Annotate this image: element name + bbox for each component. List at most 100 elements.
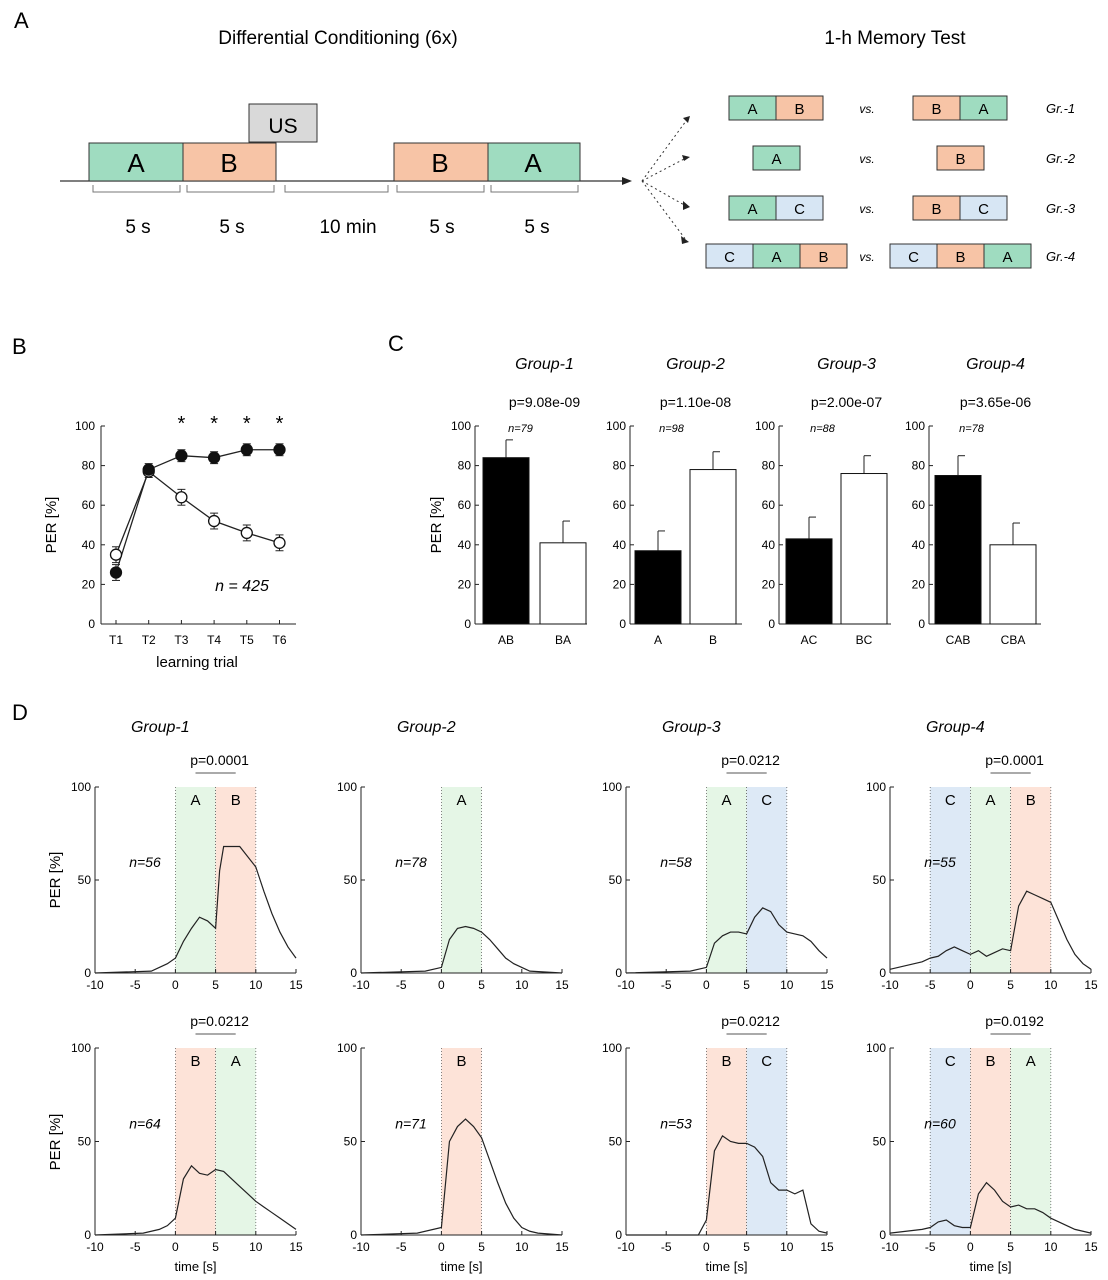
y-tick-label: 0 (615, 1228, 622, 1242)
x-tick-label: 5 (478, 1240, 485, 1254)
y-tick-label: 40 (458, 538, 472, 552)
group-title: Group-4 (926, 719, 985, 736)
group-title: Group-2 (666, 356, 725, 373)
n-value: n=64 (129, 1115, 161, 1131)
p-value: p=0.0212 (721, 1013, 780, 1029)
y-tick-label: 20 (762, 577, 776, 591)
y-tick-label: 100 (755, 419, 775, 433)
x-tick-label: -5 (661, 978, 672, 992)
y-tick-label: 0 (918, 617, 925, 631)
y-tick-label: 0 (879, 966, 886, 980)
test-stimulus-label: A (747, 201, 757, 218)
p-value: p=0.0212 (190, 1013, 249, 1029)
stimulus-window (1010, 1048, 1051, 1235)
n-value: n=53 (660, 1115, 692, 1131)
y-tick-label: 0 (350, 1228, 357, 1242)
x-tick-label: -5 (396, 978, 407, 992)
bar (785, 538, 833, 625)
y-tick-label: 20 (912, 577, 926, 591)
x-tick-label: CBA (1001, 633, 1026, 647)
panel-b-ylabel: PER [%] (43, 497, 60, 554)
series-line (115, 470, 280, 555)
y-tick-label: 50 (78, 873, 92, 887)
duration-label: 5 s (524, 217, 549, 238)
x-tick-label: 10 (249, 978, 263, 992)
x-tick-label: 5 (1007, 1240, 1014, 1254)
n-value: n=78 (395, 854, 427, 870)
y-tick-label: 80 (912, 459, 926, 473)
n-value: n=78 (959, 423, 985, 435)
test-stimulus-label: C (978, 201, 989, 218)
series-line (115, 449, 280, 573)
x-tick-label: -10 (881, 978, 899, 992)
bar (539, 542, 587, 625)
timeline-arrowhead (622, 177, 632, 185)
open-point (240, 526, 253, 540)
group-title: Group-2 (397, 719, 456, 736)
window-label: A (721, 792, 731, 809)
window-label: B (985, 1053, 995, 1070)
duration-label: 5 s (125, 217, 150, 238)
bar (482, 457, 530, 625)
x-tick-label: -10 (881, 1240, 899, 1254)
test-stimulus-label: C (908, 249, 919, 266)
n-value: n=79 (508, 423, 533, 435)
x-tick-label: -5 (396, 1240, 407, 1254)
duration-bracket (284, 185, 389, 193)
time-trace-subplot: B 0 50 100 -10 -5 0 5 10 15 n=71 time [s] (337, 1041, 569, 1274)
panel-letter-d: D (12, 700, 28, 725)
significance-star: * (243, 413, 251, 435)
x-tick-label: 15 (555, 1240, 569, 1254)
panel-b-xlabel: learning trial (156, 654, 238, 671)
bar (689, 469, 737, 625)
test-stimulus-label: A (771, 151, 781, 168)
panel-c: C PER [%] 0 20 40 60 80 100 Group-1 p=9.08e-09 n… (388, 331, 1041, 647)
stimulus-box (88, 142, 184, 182)
y-tick-label: 40 (613, 538, 627, 552)
y-tick-label: 100 (337, 780, 357, 794)
vs-label: vs. (859, 202, 874, 216)
x-tick-label: 0 (438, 978, 445, 992)
x-axis-label: time [s] (970, 1259, 1012, 1274)
x-tick-label: -5 (661, 1240, 672, 1254)
n-value: n=55 (924, 854, 956, 870)
test-stimulus-box (775, 95, 824, 121)
x-tick-label: AB (498, 633, 514, 647)
y-tick-label: 0 (879, 1228, 886, 1242)
time-trace-subplot: B A 0 50 100 -10 -5 0 5 10 15 n=64 p=0.0212 time [s] (71, 1013, 303, 1274)
x-tick-label: 0 (703, 1240, 710, 1254)
x-tick-label: -5 (130, 978, 141, 992)
y-tick-label: 100 (866, 780, 886, 794)
window-label: B (721, 1053, 731, 1070)
y-tick-label: 60 (762, 498, 776, 512)
panel-d-ylabel-top: PER [%] (47, 852, 64, 909)
test-stimulus-box (752, 243, 801, 269)
x-tick-label: A (654, 633, 662, 647)
filled-point (273, 443, 286, 456)
open-point (109, 548, 123, 561)
filled-point (142, 463, 155, 476)
duration-label: 10 min (319, 217, 376, 238)
time-trace-subplot: C B A 0 50 100 -10 -5 0 5 10 15 n=60 p=0.0192 time [s] (866, 1013, 1098, 1274)
x-tick-label: T3 (174, 633, 188, 647)
y-tick-label: 20 (82, 577, 96, 591)
per-trace (360, 1118, 563, 1236)
y-tick-label: 80 (762, 459, 776, 473)
window-label: B (456, 1053, 466, 1070)
us-label: US (268, 115, 297, 138)
n-value: n=88 (810, 423, 836, 435)
stimulus-window (215, 787, 256, 973)
test-stimulus-box (799, 243, 848, 269)
stimulus-label: A (127, 148, 145, 178)
per-trace (94, 845, 297, 974)
window-label: B (190, 1053, 200, 1070)
panel-a-title-left: Differential Conditioning (6x) (218, 28, 457, 49)
time-trace-subplot: A C 0 50 100 -10 -5 0 5 10 15 n=58 p=0.0212 (602, 752, 834, 992)
x-tick-label: 5 (743, 978, 750, 992)
y-tick-label: 0 (464, 617, 471, 631)
window-label: C (761, 1053, 772, 1070)
stimulus-window (215, 1048, 256, 1235)
x-tick-label: 15 (289, 1240, 303, 1254)
